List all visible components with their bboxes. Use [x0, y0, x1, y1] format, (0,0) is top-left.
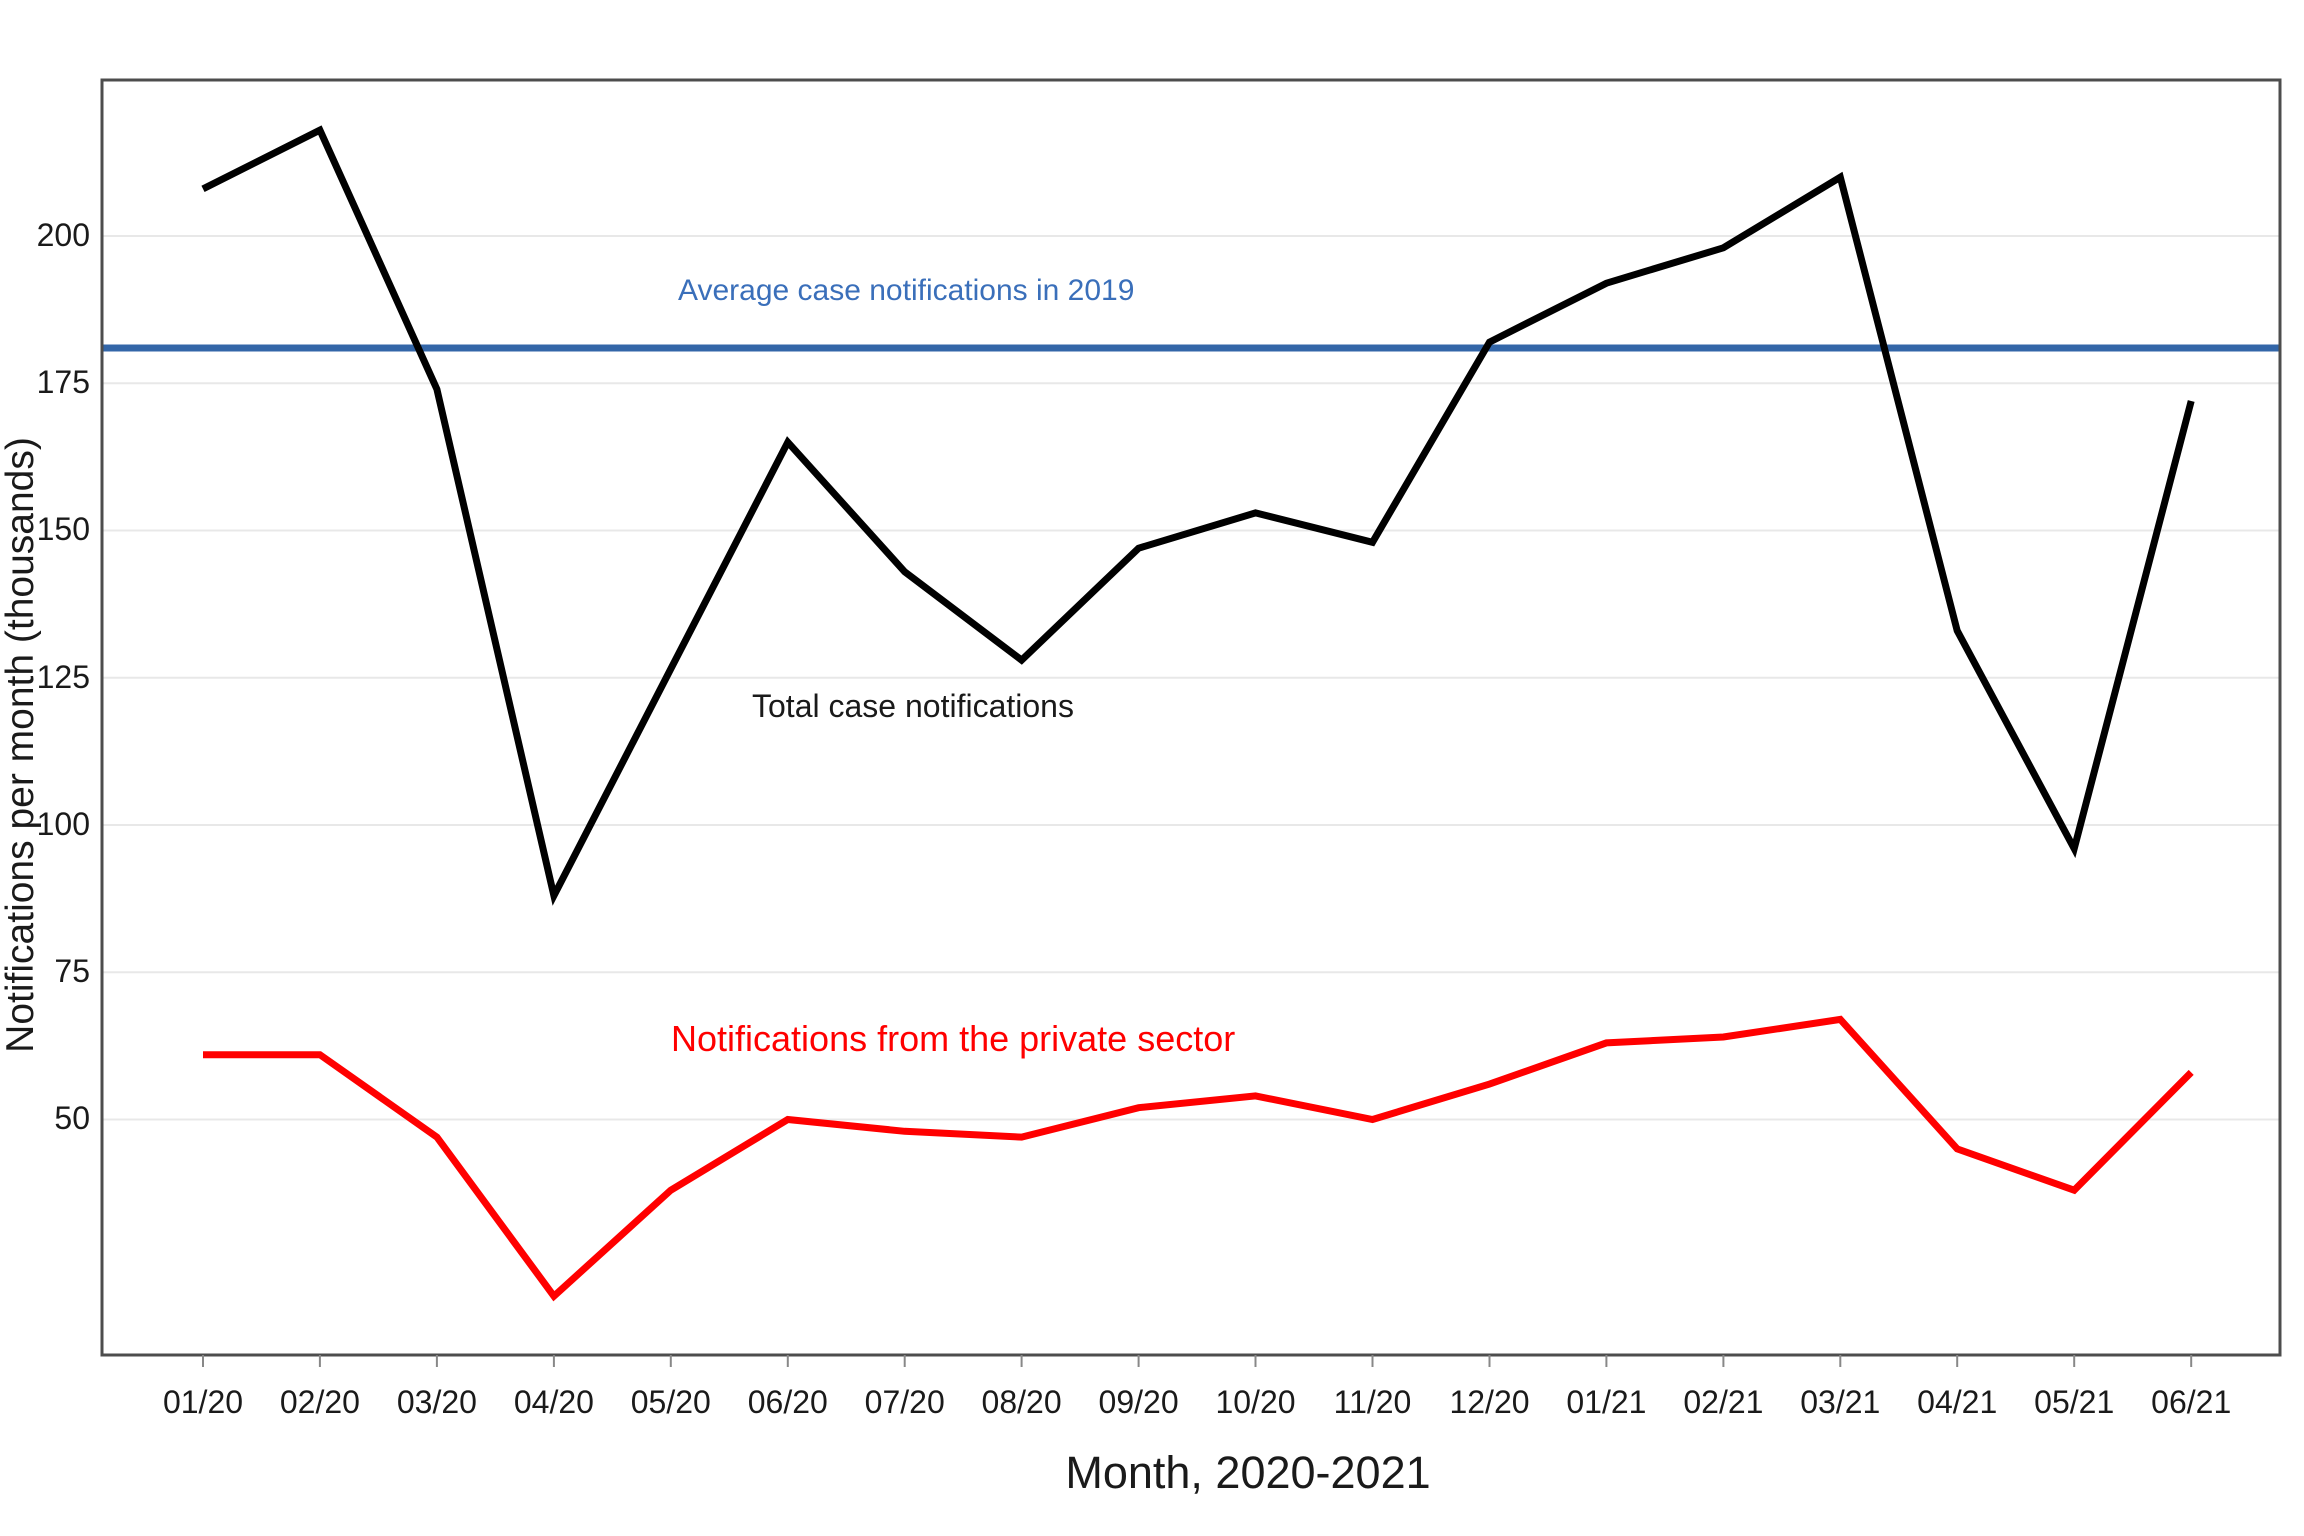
- svg-text:05/20: 05/20: [631, 1384, 711, 1420]
- svg-text:Notifications from the private: Notifications from the private sector: [671, 1018, 1235, 1059]
- svg-text:02/21: 02/21: [1683, 1384, 1763, 1420]
- svg-text:200: 200: [37, 217, 90, 253]
- svg-text:07/20: 07/20: [865, 1384, 945, 1420]
- svg-text:03/21: 03/21: [1800, 1384, 1880, 1420]
- svg-text:75: 75: [54, 953, 90, 989]
- svg-text:50: 50: [54, 1100, 90, 1136]
- svg-text:Average case notifications in: Average case notifications in 2019: [678, 274, 1134, 307]
- svg-text:06/21: 06/21: [2151, 1384, 2231, 1420]
- svg-text:Total case notifications: Total case notifications: [752, 688, 1074, 724]
- svg-text:150: 150: [37, 511, 90, 547]
- svg-text:04/21: 04/21: [1917, 1384, 1997, 1420]
- svg-text:02/20: 02/20: [280, 1384, 360, 1420]
- svg-text:03/20: 03/20: [397, 1384, 477, 1420]
- svg-text:05/21: 05/21: [2034, 1384, 2114, 1420]
- svg-text:11/20: 11/20: [1334, 1384, 1412, 1420]
- svg-text:100: 100: [37, 806, 90, 842]
- svg-text:Notifications per month (thous: Notifications per month (thousands): [0, 437, 42, 1053]
- svg-text:12/20: 12/20: [1449, 1384, 1529, 1420]
- svg-text:Month, 2020-2021: Month, 2020-2021: [1065, 1447, 1430, 1498]
- svg-text:125: 125: [37, 659, 90, 695]
- svg-text:01/21: 01/21: [1566, 1384, 1646, 1420]
- svg-text:08/20: 08/20: [982, 1384, 1062, 1420]
- svg-text:175: 175: [37, 364, 90, 400]
- svg-text:10/20: 10/20: [1215, 1384, 1295, 1420]
- svg-text:04/20: 04/20: [514, 1384, 594, 1420]
- svg-text:01/20: 01/20: [163, 1384, 243, 1420]
- svg-text:09/20: 09/20: [1099, 1384, 1179, 1420]
- svg-text:06/20: 06/20: [748, 1384, 828, 1420]
